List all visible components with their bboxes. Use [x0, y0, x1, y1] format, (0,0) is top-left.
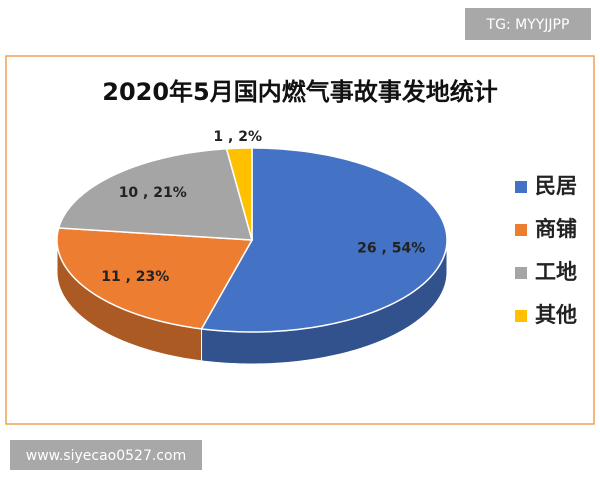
data-label: 10 , 21% [119, 185, 187, 201]
slice [57, 147, 254, 241]
chart-title: 2020年5月国内燃气事故事发地统计 [102, 78, 498, 106]
legend-swatch [515, 310, 527, 322]
slice-top [57, 147, 254, 241]
legend-swatch [515, 267, 527, 279]
watermark: www.siyecao0527.com [26, 448, 186, 464]
slice-top [200, 147, 448, 333]
legend-label: 工地 [535, 260, 577, 284]
slice [200, 147, 448, 365]
legend-label: 其他 [535, 303, 577, 327]
watermark-box [465, 8, 591, 40]
legend-label: 民居 [535, 174, 577, 198]
data-label: 11 , 23% [101, 269, 169, 285]
data-label: 1 , 2% [213, 129, 262, 145]
watermark-box [10, 440, 202, 470]
watermark: TG: MYYJJPP [486, 17, 570, 33]
slice-top [56, 227, 254, 330]
data-label: 26 , 54% [357, 241, 425, 257]
slice [225, 147, 253, 241]
slice [56, 227, 254, 362]
legend-swatch [515, 224, 527, 236]
legend-swatch [515, 181, 527, 193]
legend-label: 商铺 [535, 217, 577, 241]
slice-top [225, 147, 253, 241]
